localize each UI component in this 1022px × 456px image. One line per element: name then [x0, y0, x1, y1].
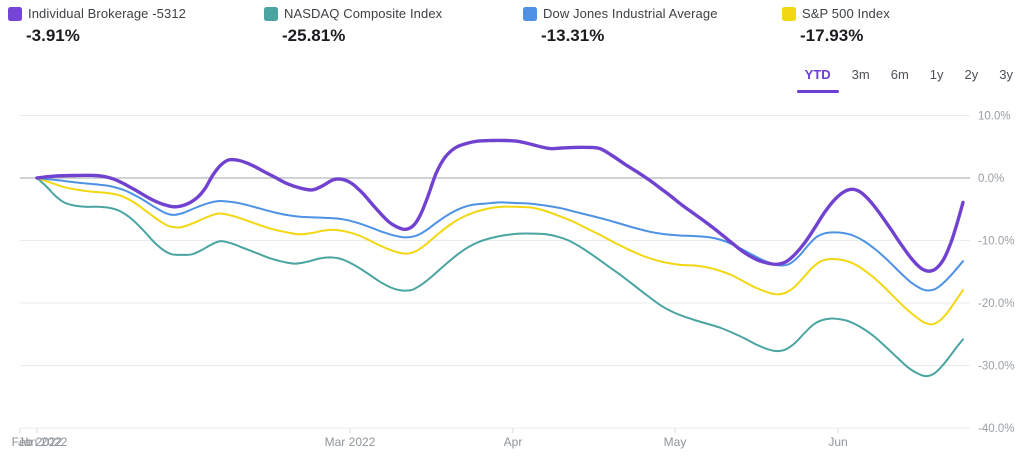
legend-value: -25.81%: [282, 26, 346, 45]
range-option-1y[interactable]: 1y: [929, 67, 944, 82]
range-option-ytd[interactable]: YTD: [796, 67, 839, 93]
y-axis-label: 10.0%: [978, 111, 1011, 123]
series-line-dow-jones: [36, 177, 964, 292]
y-axis-label: -20.0%: [978, 298, 1014, 310]
legend-label: Dow Jones Industrial Average: [543, 6, 718, 21]
legend-swatch-dow-jones-icon: [523, 6, 537, 21]
legend-value: -3.91%: [26, 26, 80, 45]
x-axis-label: Mar 2022: [325, 435, 376, 449]
legend-value: -13.31%: [541, 26, 605, 45]
legend-label: Individual Brokerage -5312: [28, 6, 186, 21]
y-axis-label: -40.0%: [978, 423, 1014, 435]
series-line-sp500: [36, 177, 964, 326]
legend-value: -17.93%: [800, 26, 864, 45]
x-axis-label: Jan 2022: [18, 435, 68, 449]
legend-swatch-individual-brokerage-icon: [8, 6, 22, 21]
legend-item-sp500: S&P 500 Index -17.93%: [782, 6, 890, 46]
series-line-nasdaq-composite: [36, 177, 964, 378]
range-selector: YTD 3m 6m 1y 2y 3y: [796, 67, 1013, 93]
range-option-3y[interactable]: 3y: [999, 67, 1013, 82]
y-axis-label: -30.0%: [978, 361, 1014, 373]
legend-label: S&P 500 Index: [802, 6, 890, 21]
range-option-6m[interactable]: 6m: [890, 67, 909, 82]
x-axis-label: Jun: [828, 435, 847, 449]
series-line-individual-brokerage: [35, 138, 965, 273]
legend-label: NASDAQ Composite Index: [284, 6, 443, 21]
legend-item-dow-jones: Dow Jones Industrial Average -13.31%: [523, 6, 718, 46]
legend-swatch-nasdaq-icon: [264, 6, 278, 21]
x-axis-label: May: [664, 435, 687, 449]
y-axis-label: 0.0%: [978, 173, 1004, 185]
range-selected-underline: [796, 89, 839, 93]
x-axis-label: Feb 2022: [12, 435, 63, 449]
range-option-2y[interactable]: 2y: [964, 67, 979, 82]
y-axis-label: -10.0%: [978, 236, 1014, 248]
x-axis-label: Apr: [504, 435, 523, 449]
legend-item-nasdaq: NASDAQ Composite Index -25.81%: [264, 6, 442, 46]
legend-swatch-sp500-icon: [782, 6, 796, 21]
legend-item-individual-brokerage: Individual Brokerage -5312 -3.91%: [8, 6, 186, 46]
range-option-3m[interactable]: 3m: [851, 67, 870, 82]
